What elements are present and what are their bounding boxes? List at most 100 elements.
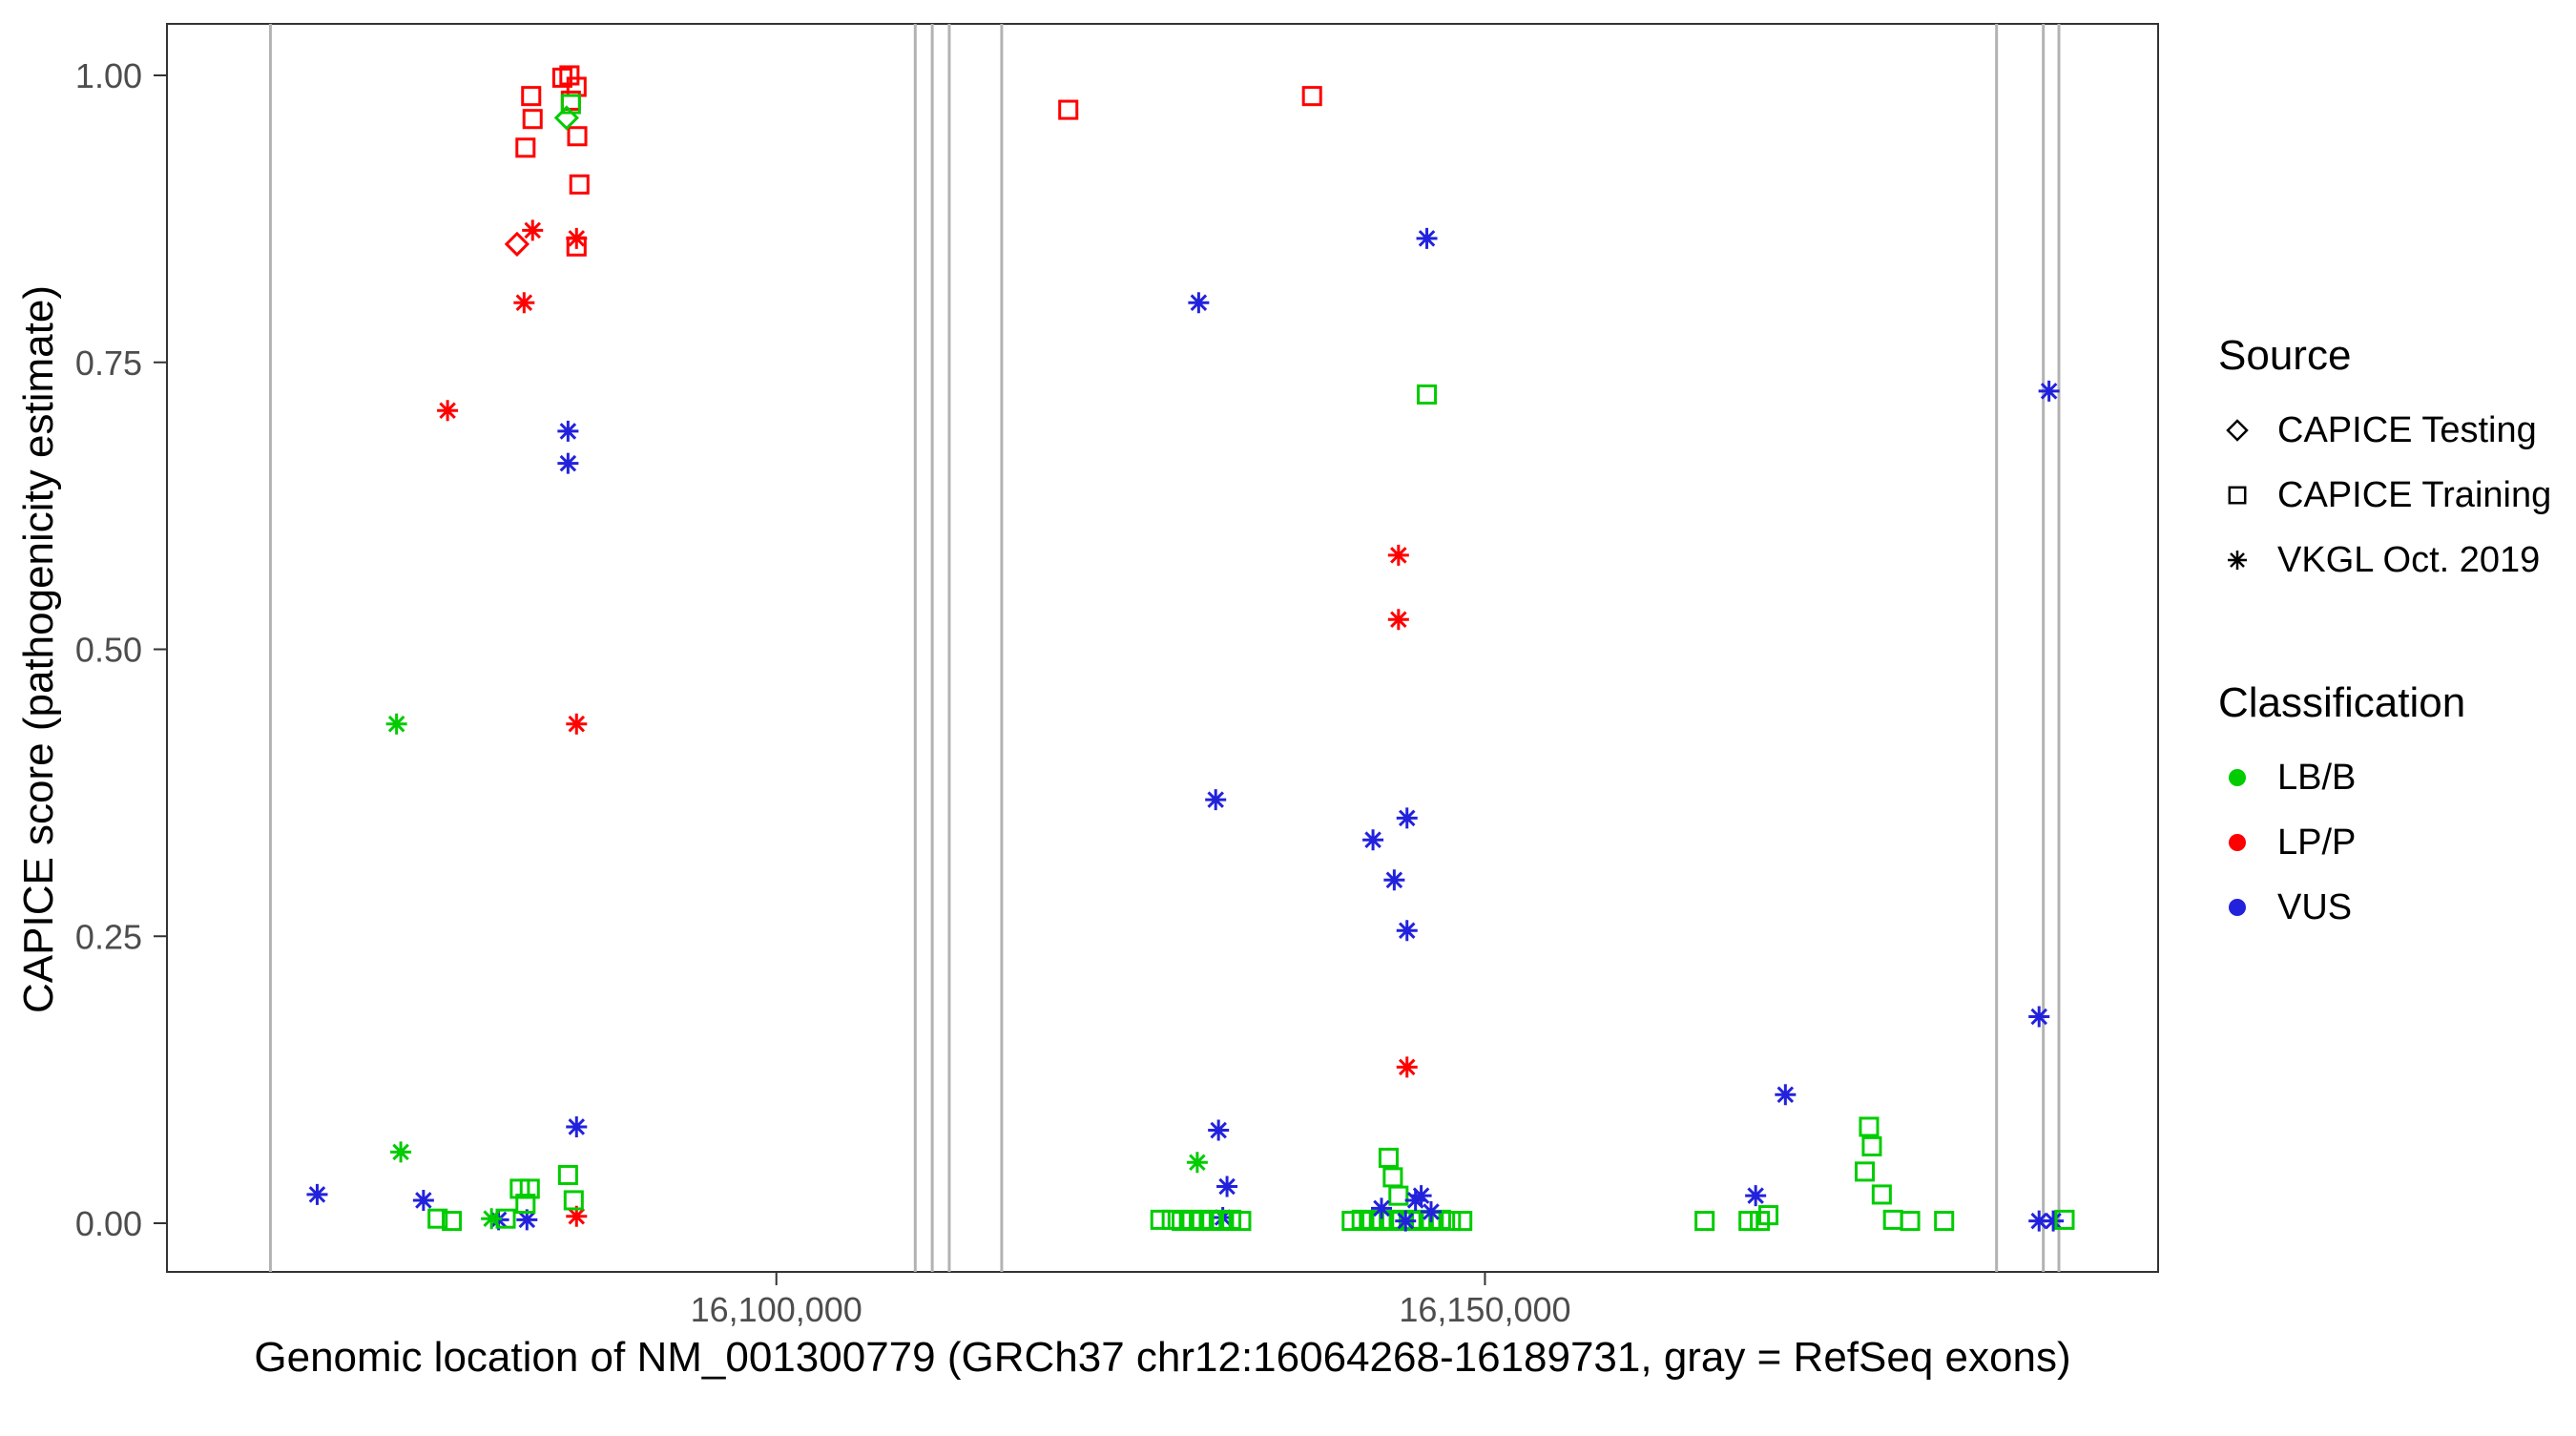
square-marker — [563, 1190, 584, 1211]
legend-source-title: Source — [2218, 332, 2352, 379]
asterisk-marker — [1371, 1197, 1392, 1219]
asterisk-marker — [513, 292, 535, 314]
asterisk-icon — [2228, 551, 2247, 570]
square-marker — [427, 1208, 448, 1229]
asterisk-marker — [566, 1205, 588, 1227]
square-marker — [1855, 1161, 1876, 1182]
green-dot-icon — [2229, 769, 2246, 786]
asterisk-marker — [1383, 869, 1405, 891]
asterisk-marker — [557, 420, 579, 442]
classification-dot — [2229, 769, 2246, 786]
square-marker — [515, 1194, 536, 1215]
y-tick-label: 0.50 — [75, 631, 142, 670]
square-marker — [1058, 99, 1079, 120]
classification-dot — [2229, 899, 2246, 916]
square-marker — [515, 137, 536, 158]
square-marker — [557, 1164, 578, 1185]
asterisk-marker — [1387, 544, 1409, 566]
asterisk-marker — [1186, 1152, 1208, 1174]
asterisk-marker — [390, 1141, 412, 1163]
asterisk-marker — [1387, 609, 1409, 631]
asterisk-marker — [1208, 1119, 1230, 1141]
legend-item-vkgl: VKGL Oct. 2019 — [2218, 538, 2551, 582]
asterisk-marker — [1745, 1185, 1767, 1207]
asterisk-marker — [2028, 1210, 2050, 1232]
x-tick-label: 16,150,000 — [1399, 1290, 1570, 1329]
asterisk-marker — [557, 452, 579, 474]
asterisk-marker — [1362, 829, 1384, 851]
square-marker — [1388, 1185, 1409, 1206]
square-marker — [1378, 1147, 1399, 1168]
asterisk-marker — [522, 219, 544, 241]
asterisk-marker — [1396, 920, 1418, 942]
legend-classification-title: Classification — [2218, 679, 2466, 726]
asterisk-marker — [2038, 380, 2060, 402]
asterisk-marker — [385, 713, 407, 735]
legend-item-label: VKGL Oct. 2019 — [2277, 539, 2541, 580]
legend-item-label: CAPICE Testing — [2277, 409, 2537, 450]
square-marker — [521, 86, 542, 107]
diamond-icon — [2226, 419, 2249, 442]
square-marker — [1900, 1211, 1921, 1232]
asterisk-marker — [1416, 227, 1438, 249]
legend-item-vus: VUS — [2218, 885, 2465, 929]
y-tick-label: 0.00 — [75, 1204, 142, 1243]
legend-item-lpp: LP/P — [2218, 821, 2465, 864]
square-marker — [1452, 1211, 1473, 1232]
square-marker — [1301, 86, 1322, 107]
square-marker — [1934, 1211, 1955, 1232]
y-axis-title: CAPICE score (pathogenicity estimate) — [15, 285, 62, 1013]
asterisk-marker — [306, 1183, 328, 1205]
square-marker — [1694, 1211, 1715, 1232]
asterisk-marker — [481, 1208, 503, 1230]
legend-source-group: Source CAPICE Testing CAPICE Training VK… — [2218, 332, 2551, 603]
square-marker — [1417, 384, 1438, 405]
y-tick-label: 1.00 — [75, 56, 142, 95]
diamond-marker — [553, 105, 580, 131]
asterisk-marker — [1775, 1084, 1797, 1106]
square-marker — [1861, 1135, 1882, 1156]
asterisk-marker — [516, 1209, 538, 1231]
square-marker — [1231, 1211, 1252, 1232]
asterisk-marker — [2028, 1006, 2050, 1028]
asterisk-marker — [1410, 1185, 1432, 1207]
legend-item-capice-testing: CAPICE Testing — [2218, 408, 2551, 452]
square-marker — [569, 174, 590, 195]
legend-item-label: VUS — [2277, 886, 2353, 927]
legend-item-lbb: LB/B — [2218, 756, 2465, 800]
square-marker — [442, 1211, 463, 1232]
diamond-marker — [2226, 419, 2249, 442]
x-axis-title: Genomic location of NM_001300779 (GRCh37… — [254, 1334, 2071, 1381]
asterisk-marker — [566, 227, 588, 249]
square-icon — [2228, 486, 2247, 505]
asterisk-marker — [1188, 292, 1210, 314]
y-tick-label: 0.75 — [75, 343, 142, 383]
square-marker — [1859, 1116, 1880, 1137]
asterisk-marker — [1396, 807, 1418, 829]
square-marker — [2054, 1209, 2075, 1230]
legend-item-label: LP/P — [2277, 822, 2357, 863]
y-tick-label: 0.25 — [75, 917, 142, 956]
square-marker — [495, 1208, 516, 1229]
red-dot-icon — [2229, 834, 2246, 851]
square-marker — [567, 126, 588, 147]
asterisk-marker — [1420, 1200, 1442, 1222]
asterisk-marker — [566, 713, 588, 735]
legend-item-label: CAPICE Training — [2277, 474, 2552, 515]
square-marker — [560, 94, 581, 114]
square-marker — [1738, 1211, 1759, 1232]
classification-dot — [2229, 834, 2246, 851]
x-tick-label: 16,100,000 — [691, 1290, 862, 1329]
plot-panel — [166, 23, 2159, 1273]
asterisk-marker — [1216, 1176, 1238, 1197]
legend-item-capice-training: CAPICE Training — [2218, 473, 2551, 517]
square-marker — [519, 1178, 540, 1199]
diamond-marker — [504, 231, 530, 257]
asterisk-marker — [437, 400, 459, 422]
square-marker — [2228, 486, 2247, 505]
square-marker — [1150, 1209, 1171, 1230]
legend-item-label: LB/B — [2277, 757, 2357, 798]
square-marker — [1757, 1205, 1779, 1226]
